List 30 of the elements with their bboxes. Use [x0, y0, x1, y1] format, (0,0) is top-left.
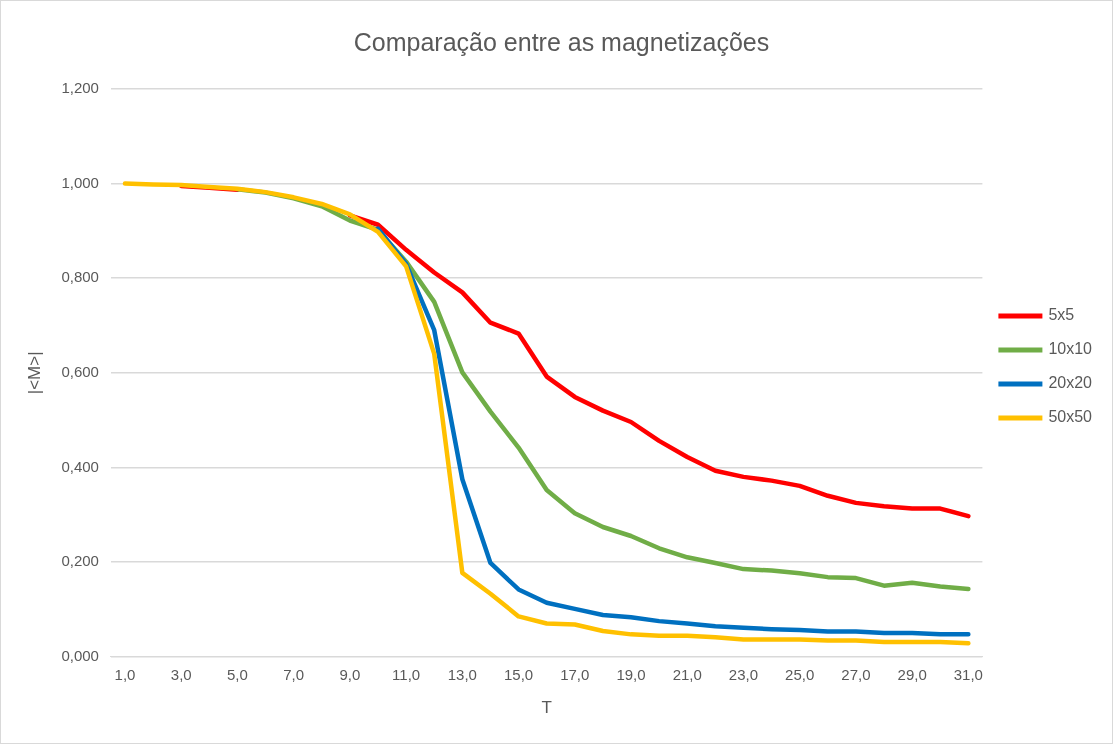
legend-label: 20x20 — [1048, 374, 1093, 392]
x-tick-label: 1,0 — [114, 665, 136, 683]
x-tick-label: 7,0 — [283, 665, 305, 683]
chart-title: Comparação entre as magnetizações — [353, 27, 770, 56]
x-tick-label: 31,0 — [953, 665, 983, 683]
x-tick-label: 5,0 — [227, 665, 248, 683]
y-tick-label: 1,200 — [61, 79, 99, 97]
x-tick-label: 29,0 — [897, 665, 927, 683]
x-axis-title: T — [541, 698, 552, 718]
x-tick-label: 23,0 — [728, 665, 759, 683]
x-tick-label: 19,0 — [616, 665, 646, 683]
x-tick-label: 27,0 — [841, 665, 871, 683]
y-tick-label: 0,600 — [61, 362, 99, 380]
x-tick-label: 9,0 — [339, 665, 361, 683]
x-tick-label: 3,0 — [170, 665, 192, 683]
x-tick-label: 11,0 — [392, 665, 421, 683]
legend-label: 5x5 — [1048, 306, 1075, 324]
y-tick-label: 1,000 — [61, 173, 99, 191]
legend-label: 50x50 — [1048, 408, 1093, 426]
y-axis-title: |<M>| — [24, 351, 44, 395]
y-tick-label: 0,200 — [61, 552, 99, 570]
x-tick-label: 15,0 — [503, 665, 534, 683]
y-tick-label: 0,000 — [61, 646, 99, 664]
legend-label: 10x10 — [1048, 340, 1093, 358]
x-tick-label: 17,0 — [560, 665, 590, 683]
y-tick-label: 0,400 — [61, 457, 99, 475]
x-tick-label: 21,0 — [672, 665, 702, 683]
x-tick-label: 13,0 — [447, 665, 477, 683]
y-tick-label: 0,800 — [61, 268, 99, 286]
x-tick-label: 25,0 — [785, 665, 815, 683]
